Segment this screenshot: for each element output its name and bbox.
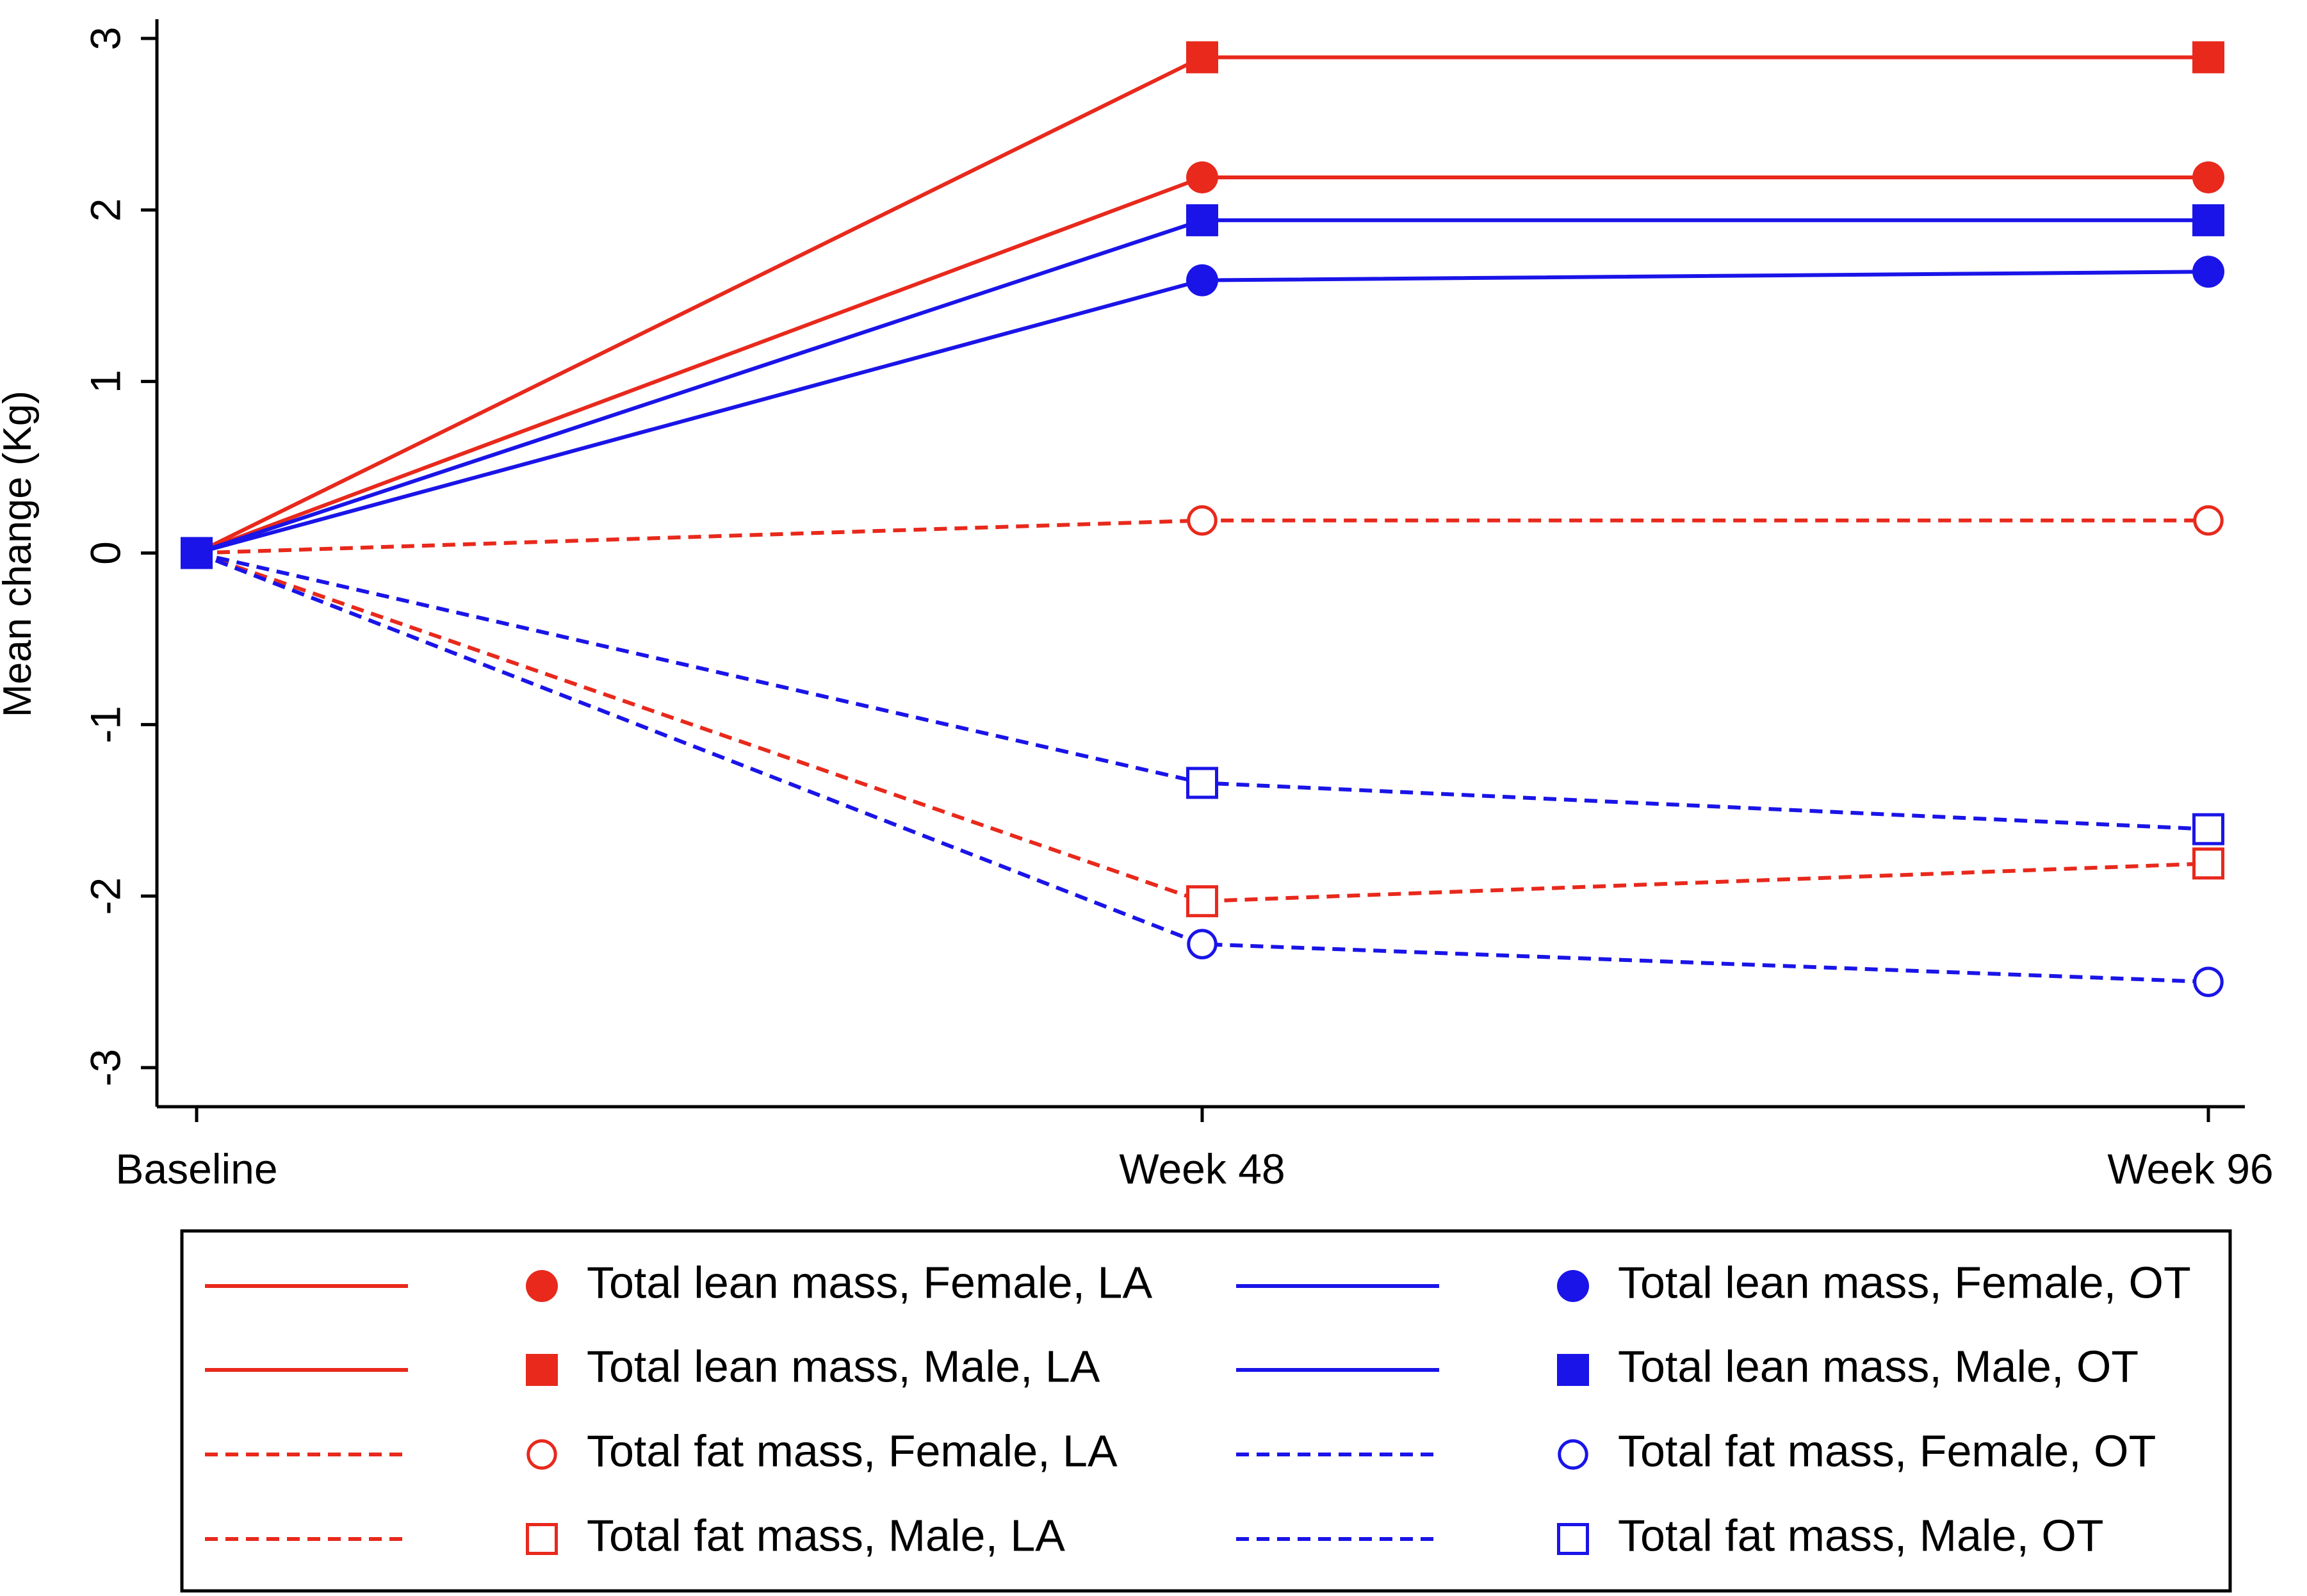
- legend-marker-1: [526, 1354, 558, 1386]
- y-tick-label: 2: [81, 198, 129, 222]
- data-point-series-4-2: [2192, 256, 2224, 288]
- y-tick-label: 1: [81, 370, 129, 393]
- legend-label-4: Total lean mass, Female, OT: [1618, 1257, 2191, 1307]
- data-point-series-2-1: [1187, 505, 1218, 536]
- x-ticks: Baseline Week 48 Week 96: [115, 1107, 2274, 1193]
- y-tick-label: 3: [81, 27, 129, 51]
- x-tick-label: Week 48: [1119, 1145, 1285, 1193]
- x-tick-label: Baseline: [115, 1145, 277, 1193]
- legend-label-1: Total lean mass, Male, LA: [587, 1341, 1100, 1391]
- legend-label-3: Total fat mass, Male, LA: [587, 1510, 1065, 1560]
- x-tick-label: Week 96: [2107, 1145, 2273, 1193]
- legend-label-0: Total lean mass, Female, LA: [587, 1257, 1152, 1307]
- legend-marker-3: [526, 1523, 558, 1555]
- y-tick-label: -1: [81, 706, 129, 744]
- legend-label-2: Total fat mass, Female, LA: [587, 1426, 1118, 1476]
- legend: Total lean mass, Female, LA Total lean ma…: [205, 1257, 2191, 1560]
- legend-label-5: Total lean mass, Male, OT: [1618, 1341, 2139, 1391]
- series-line-3: [196, 551, 2209, 904]
- data-point-series-0-2: [2192, 161, 2224, 193]
- legend-box: [180, 1229, 2232, 1593]
- plot-markers: [181, 41, 2224, 997]
- data-point-series-0-1: [1186, 161, 1218, 193]
- y-axis-title: Mean change (Kg): [0, 391, 40, 717]
- data-point-baseline: [181, 537, 213, 569]
- data-point-series-6-2: [2193, 966, 2224, 997]
- data-point-series-2-2: [2193, 505, 2224, 536]
- data-point-series-3-2: [2192, 847, 2224, 880]
- data-point-series-6-1: [1187, 929, 1218, 959]
- data-point-series-1-2: [2192, 41, 2224, 74]
- data-point-series-4-1: [1186, 264, 1218, 297]
- y-tick-label: 0: [81, 541, 129, 565]
- legend-marker-2: [526, 1439, 557, 1470]
- series-line-6: [195, 551, 2209, 984]
- plot-lines: [195, 55, 2209, 984]
- legend-marker-0: [526, 1270, 558, 1302]
- data-point-series-5-2: [2192, 204, 2224, 236]
- data-point-series-1-1: [1186, 41, 1218, 74]
- data-point-series-7-1: [1186, 767, 1218, 799]
- data-point-series-3-1: [1186, 885, 1218, 918]
- legend-label-7: Total fat mass, Male, OT: [1618, 1510, 2104, 1560]
- data-point-series-5-1: [1186, 204, 1218, 236]
- y-tick-label: -3: [81, 1049, 129, 1087]
- legend-marker-4: [1557, 1270, 1589, 1302]
- legend-marker-7: [1557, 1523, 1589, 1555]
- legend-marker-6: [1558, 1439, 1588, 1470]
- y-ticks: 3 2 1 0 -1 -2 -3: [81, 27, 157, 1087]
- legend-label-6: Total fat mass, Female, OT: [1618, 1426, 2156, 1476]
- data-point-series-7-2: [2192, 813, 2224, 845]
- y-tick-label: -2: [81, 877, 129, 915]
- legend-marker-5: [1557, 1354, 1589, 1386]
- series-line-1: [195, 55, 2208, 555]
